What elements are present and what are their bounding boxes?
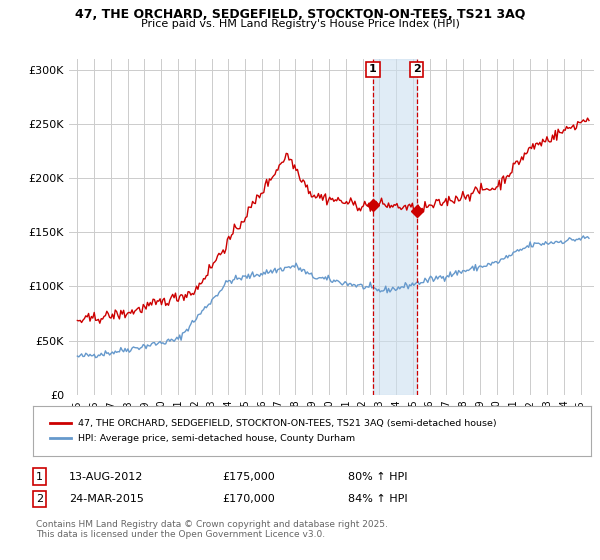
- Text: £170,000: £170,000: [222, 494, 275, 504]
- Text: Price paid vs. HM Land Registry's House Price Index (HPI): Price paid vs. HM Land Registry's House …: [140, 19, 460, 29]
- Text: 47, THE ORCHARD, SEDGEFIELD, STOCKTON-ON-TEES, TS21 3AQ: 47, THE ORCHARD, SEDGEFIELD, STOCKTON-ON…: [75, 8, 525, 21]
- Text: 1: 1: [369, 64, 377, 74]
- Text: Contains HM Land Registry data © Crown copyright and database right 2025.
This d: Contains HM Land Registry data © Crown c…: [36, 520, 388, 539]
- Text: £175,000: £175,000: [222, 472, 275, 482]
- Text: 2: 2: [36, 494, 43, 504]
- Bar: [373, 59, 417, 395]
- Text: 1: 1: [36, 472, 43, 482]
- Text: 80% ↑ HPI: 80% ↑ HPI: [348, 472, 407, 482]
- Text: 84% ↑ HPI: 84% ↑ HPI: [348, 494, 407, 504]
- Legend: 47, THE ORCHARD, SEDGEFIELD, STOCKTON-ON-TEES, TS21 3AQ (semi-detached house), H: 47, THE ORCHARD, SEDGEFIELD, STOCKTON-ON…: [43, 412, 503, 450]
- Text: 13-AUG-2012: 13-AUG-2012: [69, 472, 143, 482]
- Text: 2: 2: [413, 64, 421, 74]
- Text: 24-MAR-2015: 24-MAR-2015: [69, 494, 144, 504]
